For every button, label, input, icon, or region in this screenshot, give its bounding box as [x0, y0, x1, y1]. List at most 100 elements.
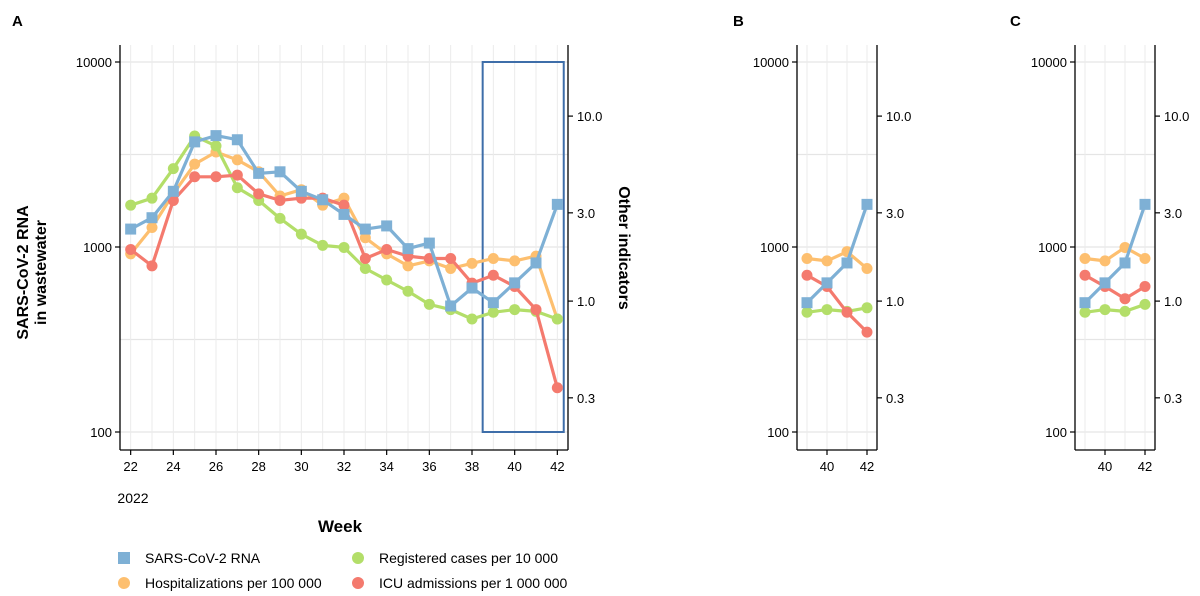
data-point-circle: [1079, 306, 1091, 318]
data-point-square: [295, 185, 307, 197]
data-point-square: [445, 300, 457, 312]
x-tick-label: 42: [1138, 459, 1152, 474]
data-point-circle: [445, 252, 457, 264]
left-tick-label: 100: [767, 425, 789, 440]
right-tick-label: 10.0: [1164, 109, 1189, 124]
right-tick-label: 1.0: [1164, 294, 1182, 309]
data-point-square: [338, 208, 350, 220]
data-point-circle: [530, 304, 542, 316]
data-point-circle: [146, 221, 158, 233]
data-point-circle: [861, 263, 873, 275]
data-point-circle: [402, 260, 414, 272]
data-point-circle: [189, 158, 201, 170]
data-point-circle: [487, 252, 499, 264]
series-line-sars-cov-2-rna: [1083, 203, 1147, 304]
data-point-circle: [801, 269, 813, 281]
x-tick-label: 42: [860, 459, 874, 474]
series-line-icu-admissions-per-1-000-000: [1084, 273, 1146, 301]
data-point-square: [210, 130, 222, 142]
data-point-circle: [125, 244, 137, 256]
data-point-circle: [1119, 293, 1131, 305]
legend-label: Registered cases per 10 000: [379, 550, 558, 566]
data-point-circle: [274, 212, 286, 224]
data-point-circle: [551, 382, 563, 394]
data-point-circle: [801, 306, 813, 318]
x-tick-label: 26: [209, 459, 223, 474]
legend-marker-circle: [118, 577, 130, 589]
left-tick-label: 10000: [753, 55, 789, 70]
panel-letter-c: C: [1010, 13, 1021, 30]
legend: SARS-CoV-2 RNA Hospitalizations per 100 0…: [118, 550, 568, 591]
data-point-square: [530, 257, 542, 269]
data-point-square: [253, 167, 265, 179]
data-point-circle: [317, 239, 329, 251]
data-point-square: [146, 212, 158, 224]
data-point-circle: [274, 194, 286, 206]
data-point-circle: [445, 263, 457, 275]
legend-marker-circle: [352, 552, 364, 564]
data-point-circle: [551, 313, 563, 325]
data-point-circle: [509, 255, 521, 267]
legend-label: Hospitalizations per 100 000: [145, 575, 322, 591]
left-tick-label: 100: [90, 425, 112, 440]
x-tick-label: 36: [422, 459, 436, 474]
right-tick-label: 3.0: [1164, 206, 1182, 221]
left-tick-label: 10000: [1031, 55, 1067, 70]
data-point-square: [125, 223, 137, 235]
y-axis-left-title-line2: in wastewater: [33, 220, 50, 325]
legend-marker-square: [118, 552, 130, 564]
x-tick-label: 30: [294, 459, 308, 474]
data-point-circle: [821, 255, 833, 267]
data-point-square: [402, 243, 414, 255]
data-point-square: [466, 282, 478, 294]
right-tick-label: 3.0: [886, 206, 904, 221]
data-point-circle: [1119, 305, 1131, 317]
x-tick-label: 22: [123, 459, 137, 474]
panel-letter-b: B: [733, 13, 744, 30]
x-tick-label: 40: [507, 459, 521, 474]
legend-label: ICU admissions per 1 000 000: [379, 575, 568, 591]
data-point-circle: [359, 263, 371, 275]
data-point-circle: [1099, 255, 1111, 267]
data-point-circle: [821, 304, 833, 316]
x-axis-title: Week: [318, 517, 363, 536]
data-point-circle: [359, 252, 371, 264]
data-point-circle: [801, 252, 813, 264]
data-point-circle: [402, 285, 414, 297]
data-point-square: [841, 257, 853, 269]
x-tick-label: 42: [550, 459, 564, 474]
right-tick-label: 0.3: [577, 391, 595, 406]
highlight-box: [481, 61, 565, 433]
data-point-square: [167, 185, 179, 197]
data-point-circle: [189, 171, 201, 183]
x-tick-label: 28: [251, 459, 265, 474]
series-line-hospitalizations-per-100-000: [806, 250, 869, 270]
legend-marker-circle: [352, 577, 364, 589]
data-point-circle: [231, 169, 243, 181]
panel-a: A 100 1000 10000 0.3 1.0 3.0 10.0 22 24 26 28 30 32 34…: [12, 13, 632, 536]
data-point-circle: [1139, 252, 1151, 264]
x-tick-label: 34: [379, 459, 393, 474]
left-tick-label: 1000: [760, 240, 789, 255]
data-point-circle: [253, 188, 265, 200]
data-point-circle: [1099, 304, 1111, 316]
data-point-circle: [466, 257, 478, 269]
data-point-circle: [359, 232, 371, 244]
series-line-sars-cov-2-rna: [805, 203, 869, 304]
data-point-square: [551, 198, 563, 210]
data-point-circle: [423, 298, 435, 310]
panel-letter-a: A: [12, 13, 23, 30]
data-point-square: [1139, 198, 1151, 210]
data-point-square: [189, 136, 201, 148]
data-point-circle: [1139, 298, 1151, 310]
data-point-circle: [210, 171, 222, 183]
series-line-icu-admissions-per-1-000-000: [806, 273, 869, 334]
data-point-square: [821, 277, 833, 289]
data-point-square: [487, 297, 499, 309]
right-tick-label: 0.3: [1164, 391, 1182, 406]
data-point-circle: [295, 228, 307, 240]
x-tick-label: 40: [820, 459, 834, 474]
data-point-circle: [338, 241, 350, 253]
data-point-circle: [381, 274, 393, 286]
data-point-circle: [1139, 280, 1151, 292]
